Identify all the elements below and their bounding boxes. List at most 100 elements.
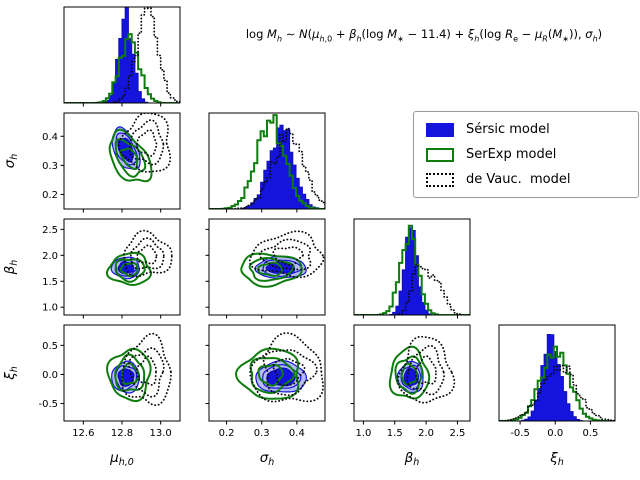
model-equation: log Mh ∼ N(μh,0 + βh(log M∗ − 11.4) + ξh… bbox=[245, 27, 603, 44]
hist-devauc bbox=[354, 264, 470, 315]
y-tick-label-beta_h: 1.0 bbox=[42, 303, 58, 314]
contour-devauc-2 bbox=[136, 244, 158, 265]
contour-serexp-2 bbox=[400, 362, 419, 386]
x-tick-label-beta_h: 1.5 bbox=[387, 428, 403, 439]
contour-serexp-1 bbox=[249, 357, 296, 395]
x-axis-label-sigma_h: σh bbox=[260, 450, 275, 468]
contour-devauc-2 bbox=[272, 357, 306, 386]
y-axis-label-sigma_h: σh bbox=[2, 154, 20, 169]
panel-hist-sigma_h bbox=[208, 112, 326, 213]
contour-serexp-2 bbox=[120, 362, 140, 386]
contour-devauc-2 bbox=[136, 129, 158, 157]
x-tick-label-sigma_h: 0.3 bbox=[254, 428, 270, 439]
x-tick-label-mu_h0: 12.6 bbox=[72, 428, 94, 439]
contour-serexp-2 bbox=[119, 262, 139, 278]
y-tick-label-beta_h: 1.5 bbox=[42, 277, 58, 288]
y-tick-label-beta_h: 2.5 bbox=[42, 225, 58, 236]
contour-serexp-0 bbox=[106, 347, 152, 403]
contour-devauc-0 bbox=[249, 332, 325, 403]
hist-sersic bbox=[499, 334, 615, 421]
legend-label-devauc: de Vauc. model bbox=[466, 172, 571, 187]
contour-serexp-0 bbox=[106, 251, 153, 287]
x-tick-label-xi_h: 0.5 bbox=[582, 428, 598, 439]
panel-hist-mu_h0 bbox=[63, 6, 181, 107]
x-tick-label-sigma_h: 0.2 bbox=[219, 428, 235, 439]
contour-devauc-1 bbox=[406, 344, 446, 396]
legend-label-serexp: SerExp model bbox=[466, 147, 557, 162]
x-tick-label-xi_h: 0.0 bbox=[547, 428, 563, 439]
panel-sigma_h-vs-mu_h0: 0.2 0.3 0.4 bbox=[42, 112, 181, 213]
panel-frame bbox=[208, 112, 326, 210]
contour-serexp-1 bbox=[114, 353, 146, 392]
hist-devauc bbox=[499, 364, 615, 421]
contour-devauc-0 bbox=[397, 335, 456, 404]
legend-swatch-serexp-icon bbox=[426, 147, 454, 162]
contour-serexp-1 bbox=[114, 258, 146, 283]
legend-swatch-sersic-icon bbox=[426, 122, 454, 137]
y-axis-label-xi_h: ξh bbox=[2, 366, 20, 381]
hist-sersic bbox=[64, 7, 180, 103]
legend-entry-devauc: de Vauc. model bbox=[426, 172, 626, 187]
panel-frame bbox=[498, 324, 616, 422]
contour-serexp-1 bbox=[394, 355, 424, 395]
x-tick-label-mu_h0: 12.8 bbox=[111, 428, 133, 439]
x-axis-label-xi_h: ξh bbox=[549, 450, 564, 468]
panel-frame bbox=[353, 324, 471, 422]
legend-entry-serexp: SerExp model bbox=[426, 147, 626, 162]
y-tick-label-xi_h: -0.5 bbox=[38, 399, 58, 410]
contour-sersic-mid bbox=[262, 259, 303, 277]
contour-serexp-0 bbox=[234, 347, 300, 400]
x-tick-label-beta_h: 2.0 bbox=[418, 428, 434, 439]
y-axis-label-beta_h: βh bbox=[2, 260, 20, 276]
contour-devauc-0 bbox=[248, 230, 325, 279]
legend-label-sersic: Sérsic model bbox=[466, 122, 550, 137]
contour-serexp-0 bbox=[108, 128, 153, 183]
legend-entry-sersic: Sérsic model bbox=[426, 122, 626, 137]
contour-devauc-0 bbox=[117, 113, 172, 173]
contour-devauc-1 bbox=[129, 237, 165, 270]
contour-devauc-1 bbox=[127, 347, 165, 398]
panel-beta_h-vs-sigma_h bbox=[205, 218, 326, 319]
panel-xi_h-vs-sigma_h: 0.2 0.3 0.4 bbox=[205, 324, 326, 439]
hist-serexp bbox=[499, 345, 615, 421]
contour-devauc-1 bbox=[258, 238, 312, 271]
x-tick-label-xi_h: -0.5 bbox=[510, 428, 530, 439]
hist-devauc bbox=[64, 7, 180, 103]
panel-frame bbox=[353, 218, 471, 316]
hist-devauc bbox=[209, 127, 325, 209]
y-tick-label-sigma_h: 0.2 bbox=[42, 190, 58, 201]
x-tick-label-sigma_h: 0.4 bbox=[289, 428, 305, 439]
contour-devauc-1 bbox=[128, 119, 165, 166]
hist-sersic bbox=[354, 227, 470, 315]
contour-serexp-0 bbox=[240, 252, 303, 288]
panel-frame bbox=[208, 324, 326, 422]
y-tick-label-xi_h: 0.5 bbox=[42, 341, 58, 352]
panel-hist-xi_h: -0.5 0.0 0.5 bbox=[498, 324, 616, 439]
x-axis-label-mu_h0: μh,0 bbox=[109, 450, 134, 468]
panel-xi_h-vs-beta_h: 1.0 1.5 2.0 2.5 bbox=[350, 324, 471, 439]
legend-swatch-devauc-icon bbox=[426, 172, 454, 187]
panel-beta_h-vs-mu_h0: 1.0 1.5 2.0 2.5 bbox=[42, 218, 181, 319]
contour-serexp-2 bbox=[257, 363, 284, 387]
contour-devauc-2 bbox=[272, 246, 305, 266]
y-tick-label-sigma_h: 0.4 bbox=[42, 132, 58, 143]
x-axis-label-beta_h: βh bbox=[404, 450, 420, 468]
panel-hist-beta_h bbox=[353, 218, 471, 319]
y-tick-label-sigma_h: 0.3 bbox=[42, 161, 58, 172]
x-tick-label-beta_h: 2.5 bbox=[450, 428, 466, 439]
contour-devauc-0 bbox=[121, 332, 172, 407]
legend: Sérsic model SerExp model de Vauc. model bbox=[413, 111, 639, 198]
hist-sersic bbox=[209, 124, 325, 209]
panel-frame bbox=[208, 218, 326, 316]
x-tick-label-beta_h: 1.0 bbox=[355, 428, 371, 439]
y-tick-label-beta_h: 2.0 bbox=[42, 251, 58, 262]
contour-devauc-2 bbox=[414, 355, 437, 385]
y-tick-label-xi_h: 0.0 bbox=[42, 370, 58, 381]
x-tick-label-mu_h0: 13.0 bbox=[150, 428, 172, 439]
hist-serexp bbox=[209, 114, 325, 209]
panel-xi_h-vs-mu_h0: 12.6 12.8 13.0 -0.5 0.0 0.5 bbox=[38, 324, 181, 439]
hist-serexp bbox=[64, 33, 180, 103]
